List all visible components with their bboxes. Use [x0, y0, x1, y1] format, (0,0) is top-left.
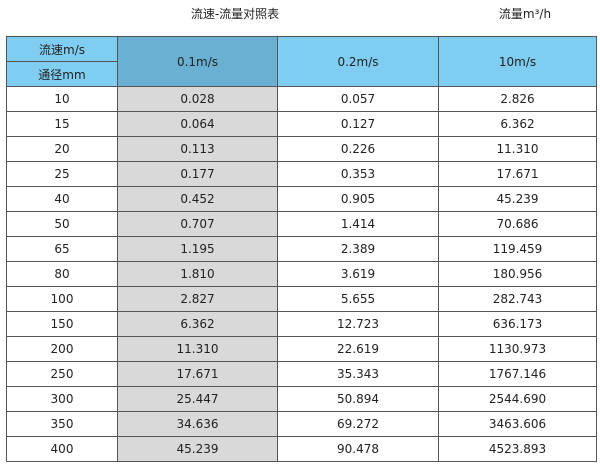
flow-cell: 3463.606 [438, 411, 597, 437]
flow-cell: 2544.690 [438, 386, 597, 412]
flow-cell: 636.173 [438, 311, 597, 337]
flow-cell: 35.343 [277, 361, 439, 387]
diameter-cell: 50 [6, 211, 118, 237]
flow-cell: 0.177 [117, 161, 278, 187]
flow-cell: 0.127 [277, 111, 439, 137]
flow-cell: 69.272 [277, 411, 439, 437]
table-row: 200 11.310 22.619 1130.973 [6, 336, 597, 362]
table-row: 50 0.707 1.414 70.686 [6, 211, 597, 237]
table-title: 流速-流量对照表 [190, 7, 280, 21]
header-velocity-label: 流速m/s [6, 36, 118, 62]
flow-cell: 70.686 [438, 211, 597, 237]
flow-cell: 0.028 [117, 86, 278, 112]
flow-cell: 282.743 [438, 286, 597, 312]
table-row: 20 0.113 0.226 11.310 [6, 136, 597, 162]
header-row-2: 通径mm [6, 61, 597, 87]
flow-cell: 0.452 [117, 186, 278, 212]
header-diameter-label: 通径mm [6, 61, 118, 87]
table-row: 250 17.671 35.343 1767.146 [6, 361, 597, 387]
flow-cell: 11.310 [438, 136, 597, 162]
flow-cell: 2.389 [277, 236, 439, 262]
diameter-cell: 300 [6, 386, 118, 412]
flow-cell: 0.353 [277, 161, 439, 187]
flow-cell: 1.810 [117, 261, 278, 287]
diameter-cell: 10 [6, 86, 118, 112]
flow-cell: 22.619 [277, 336, 439, 362]
flow-cell: 11.310 [117, 336, 278, 362]
header-col-0.1: 0.1m/s [117, 36, 278, 87]
diameter-cell: 15 [6, 111, 118, 137]
flow-cell: 5.655 [277, 286, 439, 312]
table-row: 65 1.195 2.389 119.459 [6, 236, 597, 262]
flow-cell: 1767.146 [438, 361, 597, 387]
table-row: 400 45.239 90.478 4523.893 [6, 436, 597, 462]
diameter-cell: 200 [6, 336, 118, 362]
table-row: 150 6.362 12.723 636.173 [6, 311, 597, 337]
diameter-cell: 80 [6, 261, 118, 287]
flow-cell: 0.057 [277, 86, 439, 112]
flow-cell: 1.414 [277, 211, 439, 237]
flow-rate-table: 流速m/s 0.1m/s 0.2m/s 10m/s 通径mm 10 0.028 0.… [6, 36, 597, 462]
diameter-cell: 150 [6, 311, 118, 337]
table-row: 15 0.064 0.127 6.362 [6, 111, 597, 137]
flow-cell: 2.827 [117, 286, 278, 312]
flow-cell: 4523.893 [438, 436, 597, 462]
flow-cell: 119.459 [438, 236, 597, 262]
diameter-cell: 250 [6, 361, 118, 387]
flow-cell: 6.362 [117, 311, 278, 337]
table-row: 10 0.028 0.057 2.826 [6, 86, 597, 112]
diameter-cell: 25 [6, 161, 118, 187]
flow-cell: 180.956 [438, 261, 597, 287]
header-row: 流速m/s 0.1m/s 0.2m/s 10m/s [6, 36, 597, 87]
flow-cell: 0.113 [117, 136, 278, 162]
flow-cell: 2.826 [438, 86, 597, 112]
flow-cell: 12.723 [277, 311, 439, 337]
flow-cell: 45.239 [438, 186, 597, 212]
diameter-cell: 40 [6, 186, 118, 212]
flow-cell: 6.362 [438, 111, 597, 137]
diameter-cell: 20 [6, 136, 118, 162]
flow-cell: 1.195 [117, 236, 278, 262]
table-row: 350 34.636 69.272 3463.606 [6, 411, 597, 437]
flow-cell: 34.636 [117, 411, 278, 437]
table-row: 40 0.452 0.905 45.239 [6, 186, 597, 212]
flow-cell: 25.447 [117, 386, 278, 412]
flow-cell: 45.239 [117, 436, 278, 462]
flow-cell: 0.226 [277, 136, 439, 162]
header-col-0.2: 0.2m/s [277, 36, 439, 87]
flow-cell: 0.905 [277, 186, 439, 212]
flow-cell: 50.894 [277, 386, 439, 412]
table-row: 25 0.177 0.353 17.671 [6, 161, 597, 187]
table-row: 100 2.827 5.655 282.743 [6, 286, 597, 312]
diameter-cell: 400 [6, 436, 118, 462]
flow-cell: 17.671 [117, 361, 278, 387]
flow-cell: 3.619 [277, 261, 439, 287]
table-row: 300 25.447 50.894 2544.690 [6, 386, 597, 412]
flow-cell: 1130.973 [438, 336, 597, 362]
table-row: 80 1.810 3.619 180.956 [6, 261, 597, 287]
diameter-cell: 100 [6, 286, 118, 312]
flow-cell: 90.478 [277, 436, 439, 462]
diameter-cell: 350 [6, 411, 118, 437]
flow-cell: 17.671 [438, 161, 597, 187]
diameter-cell: 65 [6, 236, 118, 262]
header-col-10: 10m/s [438, 36, 597, 87]
flow-cell: 0.064 [117, 111, 278, 137]
flow-cell: 0.707 [117, 211, 278, 237]
unit-label: 流量m³/h [498, 7, 552, 21]
